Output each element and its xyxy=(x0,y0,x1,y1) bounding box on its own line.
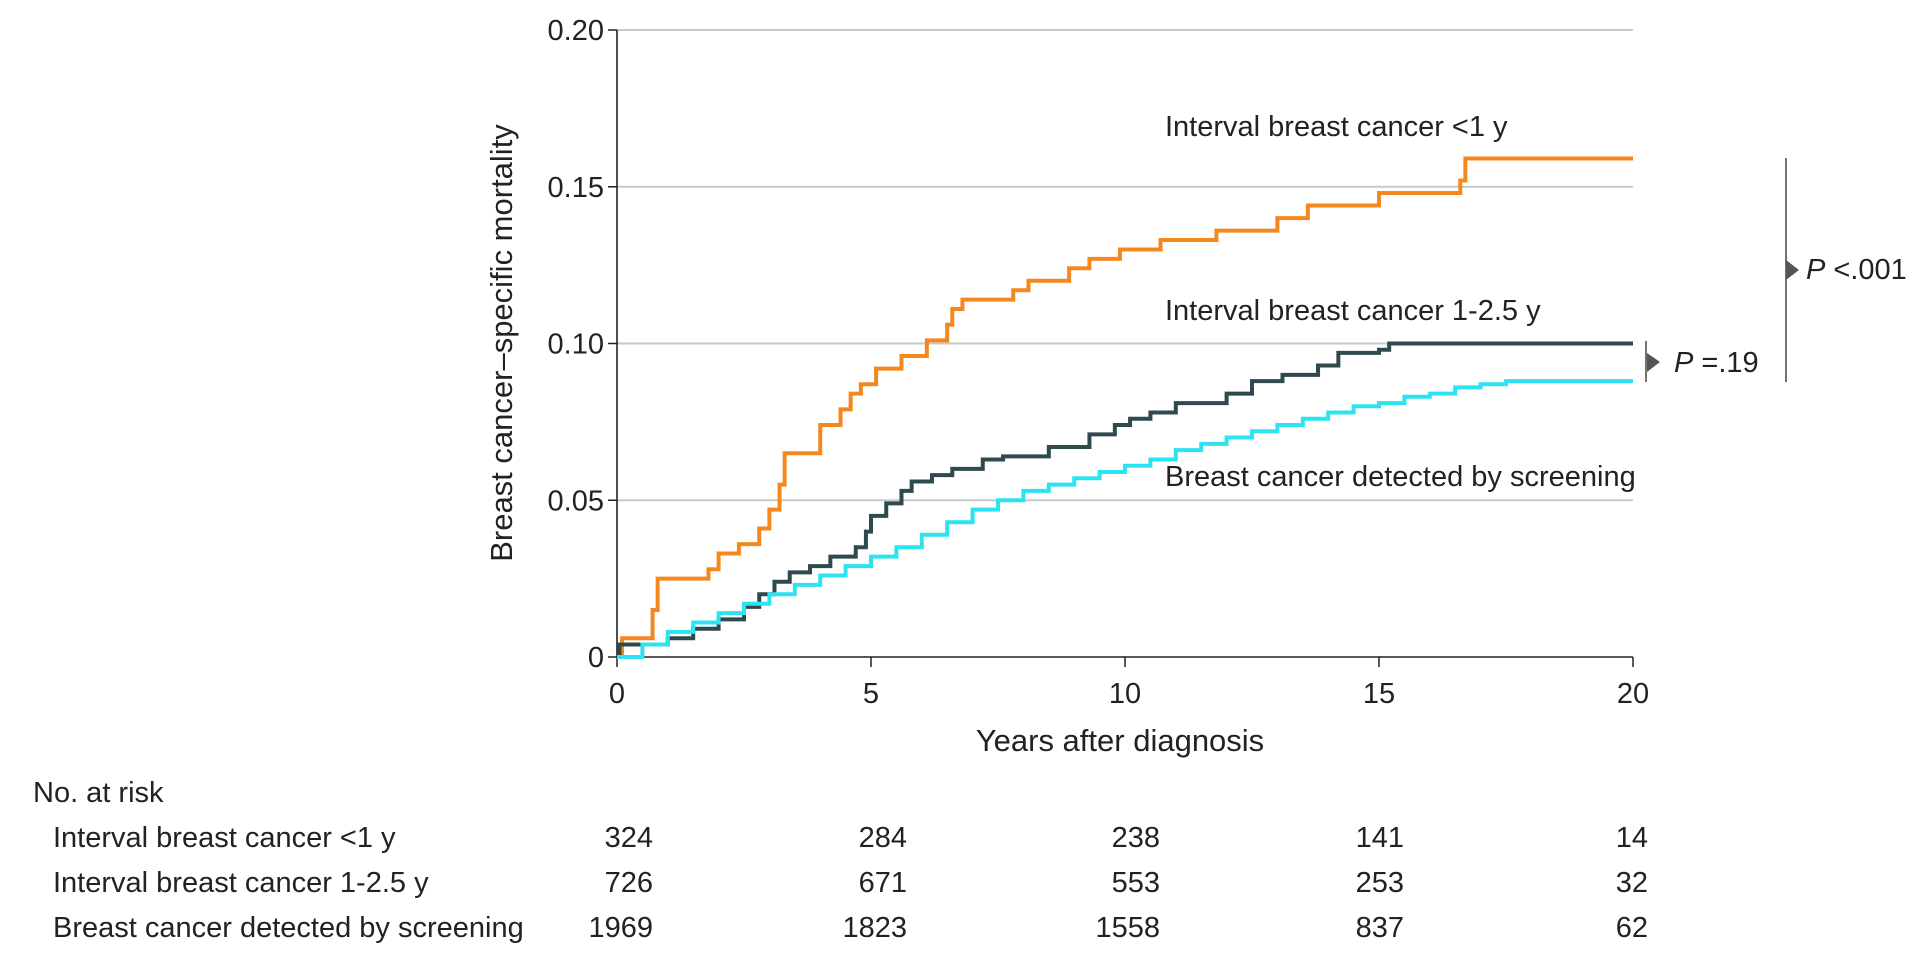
series-layer xyxy=(617,156,1633,659)
risk-count: 62 xyxy=(1616,912,1648,944)
x-tick-label: 20 xyxy=(1617,678,1649,710)
risk-count: 1558 xyxy=(1095,912,1160,944)
risk-count: 238 xyxy=(1112,822,1160,854)
risk-count: 324 xyxy=(605,822,653,854)
risk-count: 14 xyxy=(1616,822,1648,854)
risk-count: 1823 xyxy=(842,912,907,944)
risk-row-label: Interval breast cancer 1-2.5 y xyxy=(53,867,429,899)
gridlines xyxy=(617,29,1633,502)
y-axis-title: Breast cancer–specific mortality xyxy=(484,124,519,562)
y-tick-label: 0.10 xyxy=(548,329,604,361)
series-line-breast-cancer-detected-by-screening xyxy=(617,379,1633,659)
bracket-arrow-2 xyxy=(1647,353,1660,372)
x-tick-label: 5 xyxy=(863,678,879,710)
risk-count: 32 xyxy=(1616,867,1648,899)
risk-count: 671 xyxy=(859,867,907,899)
x-tick-label: 0 xyxy=(609,678,625,710)
y-tick-label: 0.20 xyxy=(548,15,604,47)
risk-count: 141 xyxy=(1356,822,1404,854)
label-interval-1-25: Interval breast cancer 1-2.5 y xyxy=(1165,295,1541,327)
y-tick-label: 0.15 xyxy=(548,172,604,204)
risk-count: 284 xyxy=(859,822,907,854)
x-axis-title: Years after diagnosis xyxy=(976,723,1264,758)
label-screening: Breast cancer detected by screening xyxy=(1165,461,1636,493)
risk-count: 553 xyxy=(1112,867,1160,899)
p-value-lt001: P <.001 xyxy=(1806,254,1907,286)
risk-count: 1969 xyxy=(588,912,653,944)
risk-table-title: No. at risk xyxy=(33,777,164,809)
label-interval-lt1: Interval breast cancer <1 y xyxy=(1165,111,1508,143)
y-tick-label: 0 xyxy=(588,642,604,674)
x-tick-label: 15 xyxy=(1363,678,1395,710)
risk-count: 837 xyxy=(1356,912,1404,944)
y-tick-label: 0.05 xyxy=(548,485,604,517)
x-tick-label: 10 xyxy=(1109,678,1141,710)
risk-count: 726 xyxy=(605,867,653,899)
risk-count: 253 xyxy=(1356,867,1404,899)
risk-table: No. at risk Interval breast cancer <1 y … xyxy=(33,777,1648,944)
axes: 0 0.05 0.10 0.15 0.20 0 5 10 15 20 xyxy=(548,15,1650,710)
series-line-interval-breast-cancer-1-y xyxy=(617,156,1633,659)
p-value-019: P =.19 xyxy=(1674,347,1759,379)
risk-row-label: Interval breast cancer <1 y xyxy=(53,822,396,854)
risk-row-label: Breast cancer detected by screening xyxy=(53,912,524,944)
bracket-arrow-1 xyxy=(1786,260,1799,280)
